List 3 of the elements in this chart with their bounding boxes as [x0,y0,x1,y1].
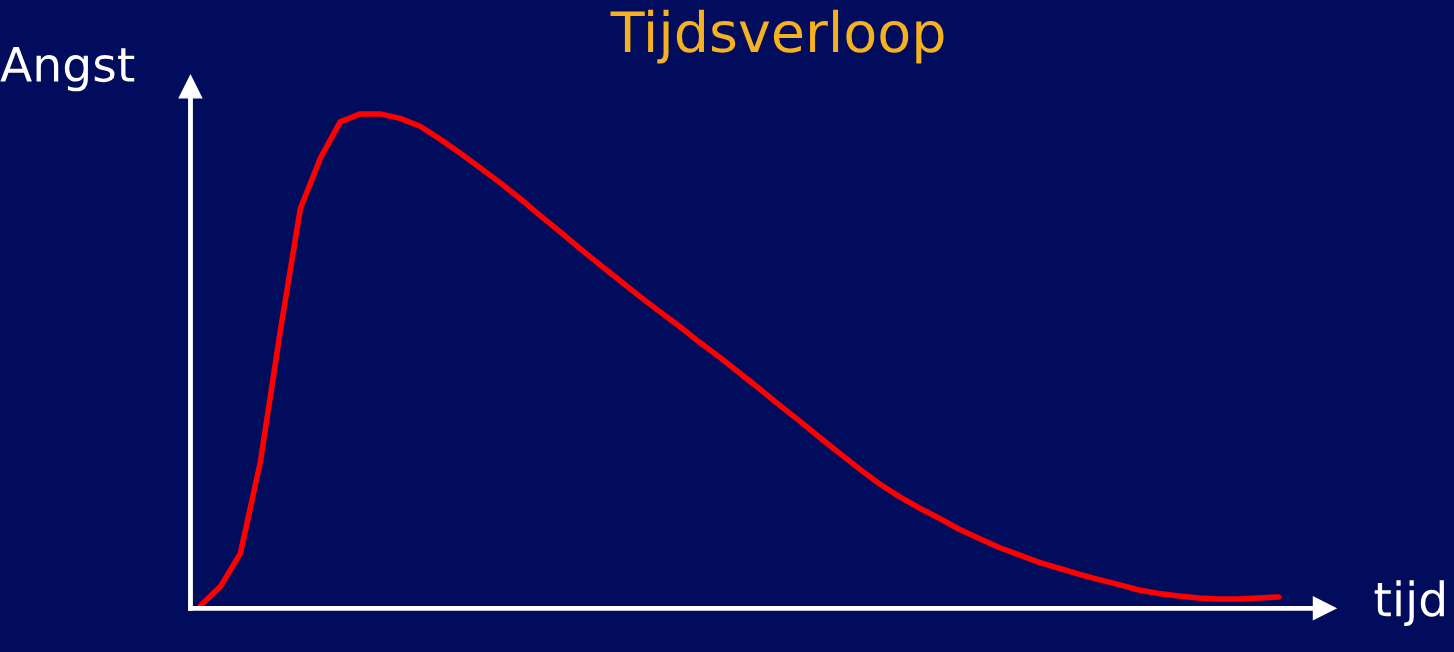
x-axis-title: tijd [1374,580,1444,626]
chart-title: Tijdsverloop [610,9,944,64]
y-axis-title: Angst [0,47,135,92]
